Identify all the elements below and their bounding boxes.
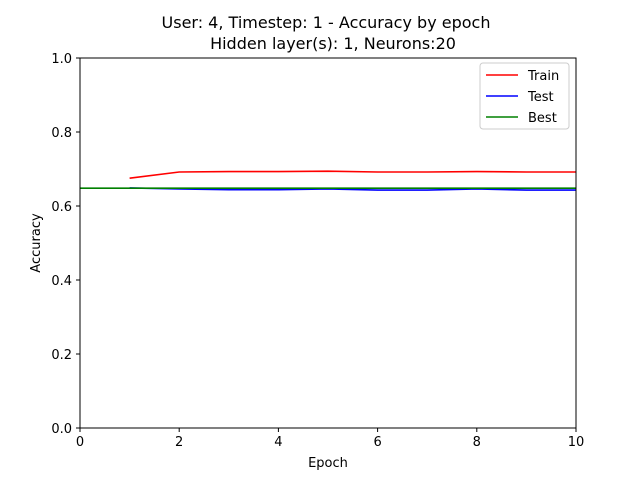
chart-title-line1: User: 4, Timestep: 1 - Accuracy by epoch (162, 13, 491, 32)
x-tick-label: 2 (175, 435, 183, 450)
y-tick-label: 0.6 (51, 200, 72, 215)
y-tick-label: 1.0 (51, 52, 72, 67)
y-tick-label: 0.0 (51, 422, 72, 437)
plot-frame (79, 57, 577, 429)
y-axis-label: Accuracy (29, 213, 44, 273)
legend-label-best: Best (528, 111, 557, 126)
legend-box (479, 62, 570, 130)
x-tick-label: 6 (373, 435, 381, 450)
y-tick-label: 0.8 (51, 126, 72, 141)
y-tick-label: 0.4 (51, 274, 72, 289)
series-layer (80, 170, 576, 191)
y-tick-label: 0.2 (51, 348, 72, 363)
x-tick-label: 10 (568, 435, 585, 450)
legend: Train Test Best (479, 62, 570, 130)
x-tick-label: 4 (274, 435, 282, 450)
legend-label-test: Test (527, 90, 554, 105)
legend-label-train: Train (527, 69, 559, 84)
x-axis-label: Epoch (308, 456, 348, 471)
ticks-layer: 0 2 4 6 8 10 0.0 0.2 0.4 0.6 0.8 1.0 (51, 52, 584, 450)
series-line-train (129, 170, 576, 179)
chart-title-line2: Hidden layer(s): 1, Neurons:20 (210, 34, 456, 53)
x-tick-label: 0 (76, 435, 84, 450)
x-tick-label: 8 (473, 435, 481, 450)
series-line-test (129, 187, 576, 191)
